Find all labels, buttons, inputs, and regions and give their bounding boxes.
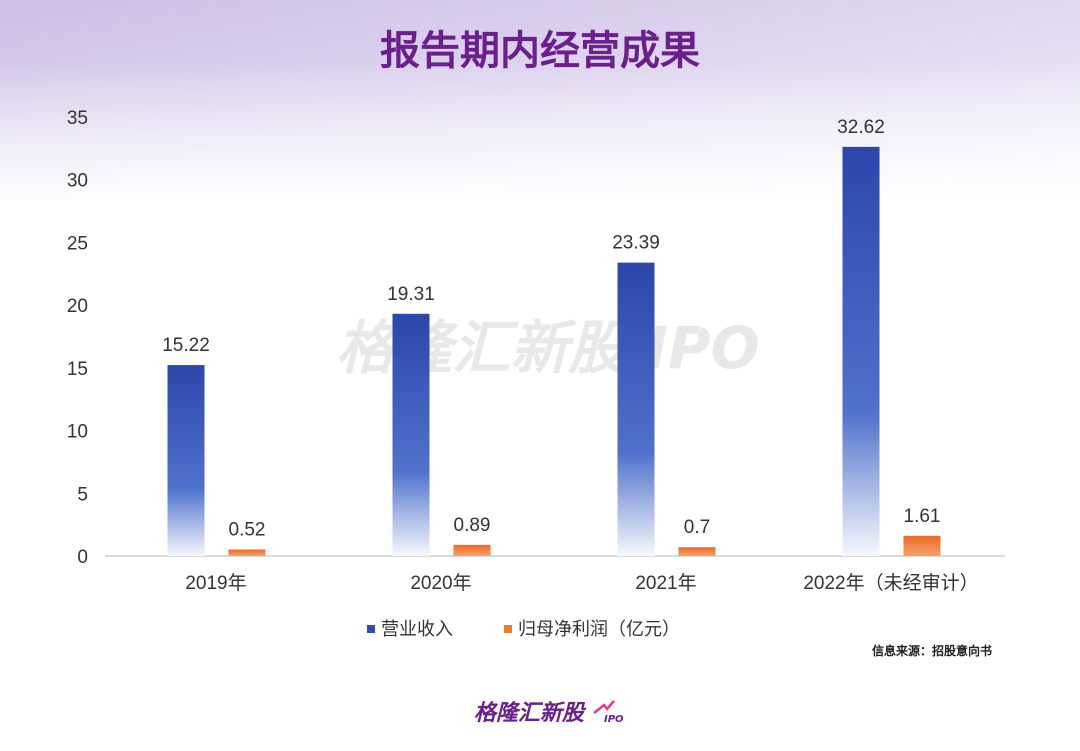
data-label: 0.7 bbox=[684, 517, 710, 538]
x-axis: 2019年 2020年 2021年 2022年（未经审计） bbox=[185, 572, 978, 594]
bar-revenue bbox=[167, 365, 205, 556]
legend-label-revenue: 营业收入 bbox=[381, 619, 453, 639]
y-tick-label: 30 bbox=[67, 171, 88, 192]
brand-name: 格隆汇新股 bbox=[474, 700, 587, 726]
y-tick-label: 25 bbox=[67, 233, 88, 254]
brand-arrow-icon bbox=[593, 700, 615, 714]
data-label: 1.61 bbox=[904, 506, 941, 527]
chart-title: 报告期内经营成果 bbox=[380, 28, 700, 74]
bar-net-profit bbox=[453, 544, 491, 556]
data-labels-layer: 15.22 19.31 23.39 32.62 0.52 0.89 0.7 1.61 bbox=[162, 117, 940, 541]
brand-suffix: IPO bbox=[604, 714, 624, 725]
legend-marker-profit bbox=[504, 625, 512, 633]
bar-net-profit bbox=[228, 549, 266, 556]
y-tick-label: 5 bbox=[77, 484, 88, 505]
data-label: 0.89 bbox=[454, 515, 491, 536]
brand-logo: 格隆汇新股 IPO bbox=[474, 700, 624, 726]
x-tick-label: 2022年（未经审计） bbox=[803, 572, 978, 594]
data-label: 0.52 bbox=[229, 519, 266, 540]
legend-marker-revenue bbox=[367, 625, 375, 633]
legend-label-profit: 归母净利润（亿元） bbox=[518, 619, 680, 639]
bar-revenue bbox=[842, 146, 880, 557]
bar-revenue bbox=[392, 313, 430, 556]
x-tick-label: 2021年 bbox=[635, 572, 696, 594]
data-label: 15.22 bbox=[162, 335, 210, 356]
bar-net-profit bbox=[678, 547, 716, 556]
header-fade bbox=[0, 60, 1080, 205]
y-tick-label: 15 bbox=[67, 359, 88, 380]
source-note: 信息来源：招股意向书 bbox=[872, 643, 992, 658]
x-tick-label: 2019年 bbox=[185, 572, 246, 594]
data-label: 23.39 bbox=[612, 233, 660, 254]
x-tick-label: 2020年 bbox=[410, 572, 471, 594]
data-label: 32.62 bbox=[837, 117, 885, 138]
bars-layer bbox=[167, 146, 941, 557]
legend: 营业收入 归母净利润（亿元） bbox=[367, 619, 680, 639]
data-label: 19.31 bbox=[387, 284, 435, 305]
y-axis: 0 5 10 15 20 25 30 35 bbox=[67, 108, 88, 568]
bar-net-profit bbox=[903, 535, 941, 556]
y-tick-label: 0 bbox=[77, 547, 88, 568]
bar-revenue bbox=[617, 262, 655, 556]
y-tick-label: 35 bbox=[67, 108, 88, 129]
y-tick-label: 10 bbox=[67, 422, 88, 443]
y-tick-label: 20 bbox=[67, 296, 88, 317]
